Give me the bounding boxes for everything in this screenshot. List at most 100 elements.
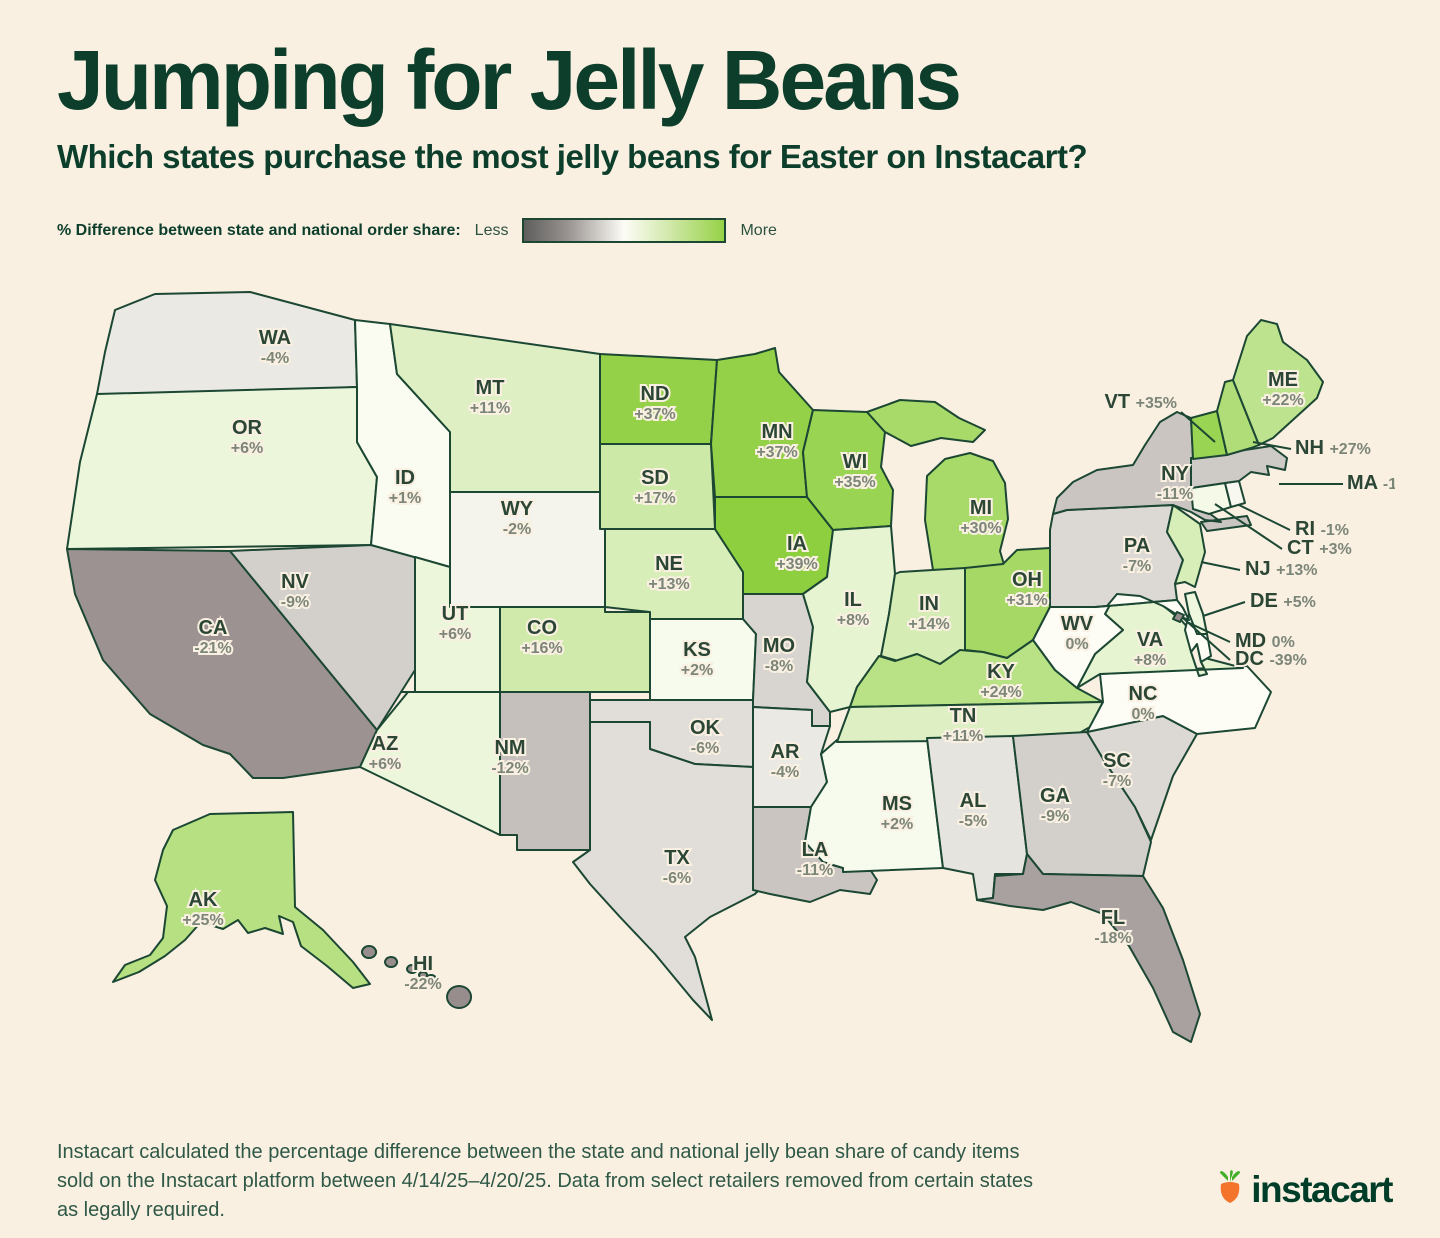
svg-text:IN: IN bbox=[919, 593, 939, 615]
state-label-MS: MS+2% bbox=[879, 791, 915, 835]
svg-text:+6%: +6% bbox=[439, 626, 471, 643]
svg-text:WI: WI bbox=[843, 451, 867, 473]
svg-text:+31%: +31% bbox=[1006, 592, 1047, 609]
svg-text:+16%: +16% bbox=[521, 640, 562, 657]
state-label-MI: MI+30% bbox=[958, 495, 1003, 539]
state-label-NJ: NJ +13% bbox=[1245, 558, 1318, 580]
state-ME bbox=[1232, 319, 1324, 446]
page-subtitle: Which states purchase the most jelly bea… bbox=[57, 138, 1088, 176]
svg-text:FL: FL bbox=[1101, 907, 1125, 929]
svg-text:-4%: -4% bbox=[261, 350, 289, 367]
state-label-NC: NC0% bbox=[1127, 681, 1160, 725]
instacart-logo: instacart bbox=[1213, 1168, 1393, 1210]
state-label-UT: UT+6% bbox=[437, 601, 473, 645]
svg-text:-8%: -8% bbox=[765, 658, 793, 675]
state-label-IL: IL+8% bbox=[835, 587, 871, 631]
svg-text:+17%: +17% bbox=[634, 490, 675, 507]
svg-text:-7%: -7% bbox=[1103, 773, 1131, 790]
us-choropleth-map: WA -4% OR +6% CA -21% NV -9% ID +1% MT +11% WY -2% UT +… bbox=[55, 262, 1422, 1102]
svg-text:-9%: -9% bbox=[281, 594, 309, 611]
svg-text:TX: TX bbox=[664, 847, 690, 869]
svg-text:IL: IL bbox=[844, 589, 862, 611]
svg-text:CA: CA bbox=[199, 617, 228, 639]
svg-text:MI: MI bbox=[970, 497, 992, 519]
svg-text:+1%: +1% bbox=[389, 490, 421, 507]
leader-line-NH bbox=[1252, 441, 1292, 450]
svg-text:AZ: AZ bbox=[372, 733, 399, 755]
state-label-TN: TN+11% bbox=[941, 703, 985, 747]
svg-text:GA: GA bbox=[1040, 785, 1070, 807]
svg-text:+13%: +13% bbox=[648, 576, 689, 593]
state-label-OH: OH+31% bbox=[1004, 567, 1049, 611]
svg-text:MO: MO bbox=[763, 635, 795, 657]
leader-line-VT bbox=[1180, 411, 1216, 443]
state-label-IN: IN+14% bbox=[906, 591, 951, 635]
legend-less-label: Less bbox=[474, 221, 509, 239]
leader-line-CT bbox=[1214, 503, 1283, 550]
svg-text:LA: LA bbox=[802, 839, 829, 861]
state-label-CT: CT +3% bbox=[1287, 537, 1352, 559]
state-label-ME: ME+22% bbox=[1260, 367, 1305, 411]
state-label-DC: DC -39% bbox=[1235, 648, 1307, 670]
state-label-VA: VA+8% bbox=[1132, 627, 1168, 671]
logo-wordmark: instacart bbox=[1251, 1168, 1393, 1210]
state-label-MD: MD 0% bbox=[1235, 630, 1295, 652]
state-DC bbox=[1172, 611, 1185, 623]
footnote: Instacart calculated the percentage diff… bbox=[57, 1141, 1034, 1221]
state-label-IA: IA+39% bbox=[774, 531, 819, 575]
state-label-PA: PA-7% bbox=[1121, 533, 1153, 577]
svg-text:ND: ND bbox=[641, 383, 670, 405]
state-label-MA: MA -10% bbox=[1347, 472, 1395, 494]
svg-text:UT: UT bbox=[442, 603, 469, 625]
svg-text:CO: CO bbox=[527, 617, 557, 639]
state-MI bbox=[866, 399, 1009, 571]
svg-text:PA: PA bbox=[1124, 535, 1150, 557]
svg-text:OR: OR bbox=[232, 417, 263, 439]
legend: % Difference between state and national … bbox=[57, 218, 777, 243]
state-NJ bbox=[1166, 504, 1206, 588]
state-label-DE: DE +5% bbox=[1250, 590, 1316, 612]
svg-text:+11%: +11% bbox=[943, 728, 983, 745]
state-label-ID: ID+1% bbox=[387, 465, 423, 509]
state-AK bbox=[112, 811, 371, 989]
state-label-WI: WI+35% bbox=[832, 449, 877, 493]
state-label-VT: VT +35% bbox=[1105, 391, 1178, 413]
svg-text:KY: KY bbox=[987, 661, 1015, 683]
state-HI bbox=[361, 945, 473, 1009]
svg-text:+25%: +25% bbox=[182, 912, 223, 929]
svg-text:VA: VA bbox=[1137, 629, 1163, 651]
state-label-SD: SD+17% bbox=[632, 465, 677, 509]
svg-text:+6%: +6% bbox=[231, 440, 263, 457]
header: Jumping for Jelly Beans Which states pur… bbox=[57, 36, 1397, 176]
leader-line-DC bbox=[1182, 617, 1231, 661]
state-label-AL: AL-5% bbox=[957, 788, 989, 832]
svg-text:-9%: -9% bbox=[1041, 808, 1069, 825]
carrot-icon bbox=[1220, 1170, 1241, 1203]
svg-text:AL: AL bbox=[960, 790, 987, 812]
state-label-KS: KS+2% bbox=[679, 637, 715, 681]
state-label-CA: CA-21% bbox=[192, 615, 233, 659]
svg-text:MT: MT bbox=[476, 377, 505, 399]
svg-text:+39%: +39% bbox=[776, 556, 817, 573]
svg-text:NM: NM bbox=[494, 737, 525, 759]
svg-text:NY: NY bbox=[1161, 463, 1189, 485]
svg-text:AR: AR bbox=[771, 741, 800, 763]
svg-text:OH: OH bbox=[1012, 569, 1042, 591]
svg-text:+11%: +11% bbox=[470, 400, 510, 417]
svg-text:+8%: +8% bbox=[1134, 652, 1166, 669]
svg-text:+8%: +8% bbox=[837, 612, 869, 629]
svg-text:-22%: -22% bbox=[404, 976, 441, 993]
svg-text:WV: WV bbox=[1061, 613, 1094, 635]
state-label-NV: NV-9% bbox=[279, 569, 312, 613]
legend-gradient-bar bbox=[522, 218, 727, 243]
state-PA bbox=[1049, 504, 1184, 608]
svg-text:+30%: +30% bbox=[960, 520, 1001, 537]
svg-text:SD: SD bbox=[641, 467, 669, 489]
svg-text:-6%: -6% bbox=[663, 870, 691, 887]
svg-text:-6%: -6% bbox=[691, 740, 719, 757]
svg-text:-2%: -2% bbox=[503, 521, 531, 538]
state-NM bbox=[499, 691, 591, 851]
state-label-TX: TX-6% bbox=[661, 845, 693, 889]
state-label-OK: OK-6% bbox=[688, 715, 723, 759]
